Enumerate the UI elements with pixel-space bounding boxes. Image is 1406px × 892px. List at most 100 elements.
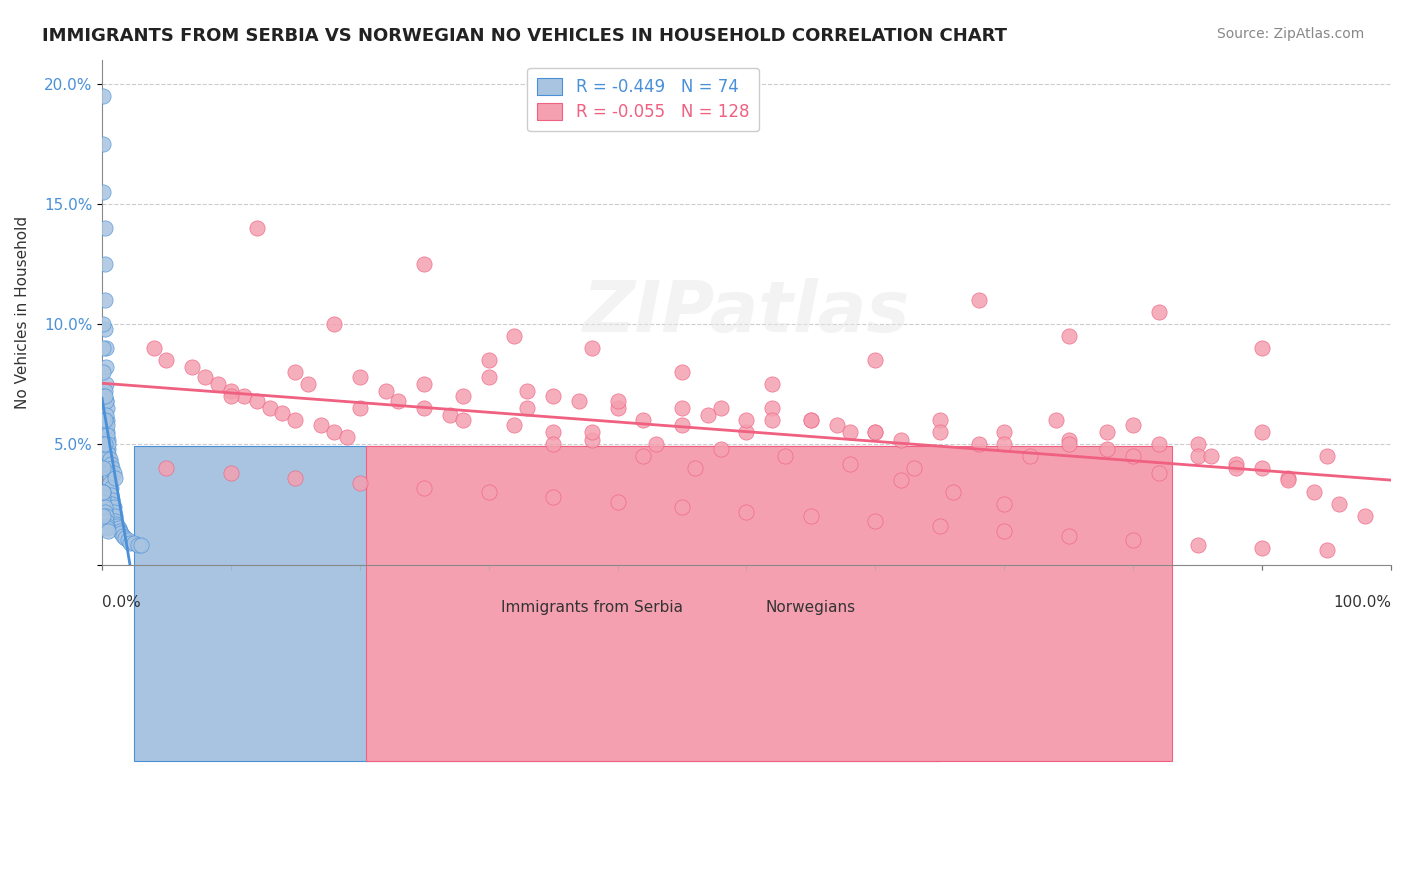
Point — [773, 450, 796, 464]
Point — [91, 185, 114, 199]
Point — [246, 221, 269, 235]
Point — [110, 526, 132, 541]
Point — [91, 136, 114, 151]
Point — [93, 384, 115, 399]
Point — [865, 353, 887, 368]
Point — [928, 425, 950, 440]
Point — [800, 413, 823, 427]
Point — [671, 500, 693, 514]
Point — [993, 497, 1015, 511]
Point — [645, 437, 668, 451]
Point — [1057, 529, 1080, 543]
Point — [129, 538, 152, 552]
Point — [349, 475, 371, 490]
Point — [1122, 450, 1144, 464]
Point — [105, 516, 128, 531]
Point — [865, 425, 887, 440]
Point — [1147, 466, 1170, 480]
Point — [93, 389, 115, 403]
Point — [97, 447, 120, 461]
Point — [93, 322, 115, 336]
Point — [127, 538, 149, 552]
Point — [93, 437, 115, 451]
Point — [581, 341, 603, 355]
Point — [1057, 437, 1080, 451]
Point — [349, 370, 371, 384]
Point — [309, 418, 332, 433]
Point — [91, 317, 114, 331]
Point — [451, 389, 474, 403]
Point — [94, 394, 117, 409]
Point — [91, 437, 114, 451]
Point — [194, 370, 217, 384]
Point — [336, 430, 359, 444]
Point — [122, 536, 145, 550]
Point — [1187, 538, 1209, 552]
Point — [1315, 543, 1337, 558]
Point — [91, 485, 114, 500]
Point — [96, 413, 118, 427]
Point — [1057, 433, 1080, 447]
Point — [606, 394, 628, 409]
Point — [671, 365, 693, 379]
Point — [541, 437, 564, 451]
Point — [100, 488, 122, 502]
Point — [825, 418, 848, 433]
Point — [1147, 437, 1170, 451]
Point — [323, 425, 346, 440]
Point — [503, 418, 526, 433]
Point — [568, 394, 591, 409]
Point — [1019, 450, 1042, 464]
Point — [91, 413, 114, 427]
Point — [800, 509, 823, 524]
Point — [98, 468, 121, 483]
Point — [606, 401, 628, 416]
Point — [761, 401, 783, 416]
Text: ZIPatlas: ZIPatlas — [583, 277, 910, 347]
Text: 100.0%: 100.0% — [1333, 595, 1391, 610]
Point — [93, 413, 115, 427]
Point — [993, 437, 1015, 451]
Point — [1225, 457, 1247, 471]
Y-axis label: No Vehicles in Household: No Vehicles in Household — [15, 216, 30, 409]
Point — [103, 500, 125, 514]
Point — [97, 433, 120, 447]
Point — [219, 466, 242, 480]
Point — [97, 437, 120, 451]
Point — [761, 413, 783, 427]
Point — [1329, 497, 1351, 511]
Point — [1187, 450, 1209, 464]
Point — [1147, 305, 1170, 319]
Point — [967, 293, 990, 307]
Point — [516, 401, 538, 416]
Point — [928, 413, 950, 427]
Point — [93, 293, 115, 307]
Point — [967, 437, 990, 451]
Point — [181, 360, 204, 375]
Point — [413, 377, 436, 392]
Point — [114, 531, 136, 545]
Point — [671, 401, 693, 416]
Point — [94, 514, 117, 528]
Point — [94, 360, 117, 375]
Point — [541, 389, 564, 403]
Point — [903, 461, 925, 475]
Point — [1122, 533, 1144, 548]
Point — [107, 519, 129, 533]
Point — [104, 471, 127, 485]
Point — [800, 413, 823, 427]
Point — [246, 394, 269, 409]
Point — [103, 466, 125, 480]
Point — [1277, 471, 1299, 485]
Point — [503, 329, 526, 343]
Point — [1097, 425, 1119, 440]
Point — [1187, 437, 1209, 451]
Point — [104, 509, 127, 524]
Text: Source: ZipAtlas.com: Source: ZipAtlas.com — [1216, 27, 1364, 41]
Point — [219, 389, 242, 403]
Point — [284, 365, 307, 379]
Point — [993, 524, 1015, 538]
Point — [349, 401, 371, 416]
Point — [91, 389, 114, 403]
Point — [387, 394, 409, 409]
